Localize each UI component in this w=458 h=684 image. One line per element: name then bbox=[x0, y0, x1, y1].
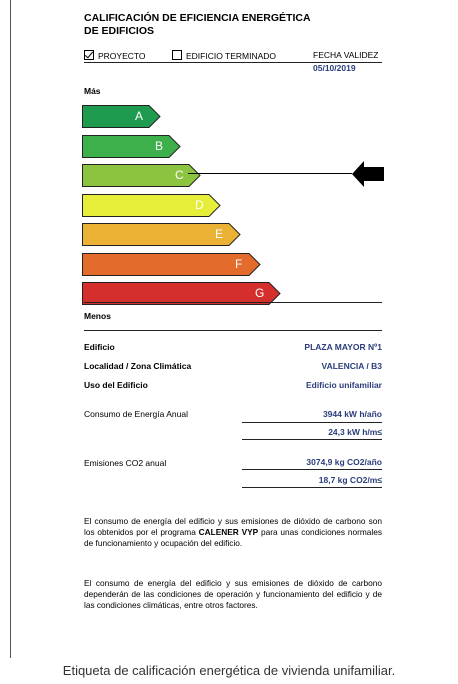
title-line-2: DE EDIFICIOS bbox=[84, 25, 155, 37]
rating-arrow-shape-d bbox=[82, 193, 221, 217]
emissions-label-text: Emisiones CO2 anual bbox=[84, 458, 167, 468]
emissions-total-value: 3074,9 kg CO2/año bbox=[306, 457, 382, 467]
localidad-label: Localidad / Zona Climática bbox=[84, 361, 192, 371]
checkbox-unchecked-icon[interactable] bbox=[172, 50, 182, 60]
uso-value: Edificio unifamiliar bbox=[305, 380, 382, 390]
scale-bottom-label: Menos bbox=[84, 311, 111, 321]
page-margin-rule bbox=[10, 0, 11, 658]
rating-pointer-arrow-icon bbox=[352, 161, 384, 187]
rating-arrow-shape-b bbox=[82, 134, 181, 158]
rating-letter-d: D bbox=[195, 197, 204, 212]
emissions-per-m2-value: 18,7 kg CO2/m≤ bbox=[318, 475, 382, 485]
energy-underline bbox=[242, 422, 382, 423]
localidad-value: VALENCIA / B3 bbox=[321, 361, 382, 371]
emissions-underline bbox=[242, 469, 382, 470]
rating-letter-f: F bbox=[235, 256, 243, 271]
rating-letter-e: E bbox=[215, 227, 224, 241]
edificio-label: Edificio bbox=[84, 342, 115, 352]
rating-arrow-shape-e bbox=[82, 223, 241, 246]
rating-arrow-shape-g bbox=[82, 282, 281, 305]
checkbox-proyecto-label: PROYECTO bbox=[98, 51, 146, 61]
uso-label: Uso del Edificio bbox=[84, 380, 148, 390]
rating-letter-g: G bbox=[255, 286, 265, 300]
checkbox-proyecto[interactable]: PROYECTO bbox=[84, 50, 146, 61]
info-divider bbox=[84, 330, 382, 331]
rating-pointer-line bbox=[188, 173, 352, 174]
checkbox-edificio-terminado[interactable]: EDIFICIO TERMINADO bbox=[172, 50, 276, 61]
energy-label-text: Consumo de Energía Anual bbox=[84, 409, 188, 419]
checkbox-terminado-label: EDIFICIO TERMINADO bbox=[186, 51, 277, 61]
figure-caption: Etiqueta de calificación energética de v… bbox=[62, 663, 396, 678]
scale-top-label: Más bbox=[84, 86, 101, 96]
checkbox-checked-icon[interactable] bbox=[84, 50, 94, 60]
energy-per-m2-value: 24,3 kW h/m≤ bbox=[328, 427, 382, 437]
note-paragraph-1: El consumo de energía del edificio y sus… bbox=[84, 516, 382, 549]
edificio-value: PLAZA MAYOR Nº1 bbox=[304, 342, 382, 352]
scale-divider bbox=[84, 302, 382, 303]
rating-arrow-shape-f bbox=[82, 252, 261, 276]
rating-letter-a: A bbox=[135, 109, 144, 123]
validity-date: 05/10/2019 bbox=[313, 63, 356, 73]
energy-per-m2-underline bbox=[242, 439, 382, 440]
note-paragraph-2: El consumo de energía del edificio y sus… bbox=[84, 578, 382, 610]
rating-letter-c: C bbox=[175, 168, 184, 182]
rating-letter-b: B bbox=[155, 138, 164, 153]
header-divider bbox=[84, 62, 382, 63]
rating-arrow-shape-c bbox=[82, 164, 201, 187]
energy-total-value: 3944 kW h/año bbox=[322, 409, 382, 419]
rating-arrow-shape-a bbox=[82, 105, 161, 128]
validity-label: FECHA VALIDEZ bbox=[313, 50, 379, 60]
note-1-program-name: CALENER VYP bbox=[198, 527, 259, 537]
emissions-per-m2-underline bbox=[242, 487, 382, 488]
note-1-text-a: El consumo de energía del edificio y sus… bbox=[84, 516, 382, 537]
title-line-1: CALIFICACIÓN DE EFICIENCIA ENERGÉTICA bbox=[84, 12, 311, 24]
note-1-text-b: para unas condiciones normales de funcio… bbox=[84, 527, 383, 548]
label-title: CALIFICACIÓN DE EFICIENCIA ENERGÉTICA DE… bbox=[84, 12, 311, 38]
